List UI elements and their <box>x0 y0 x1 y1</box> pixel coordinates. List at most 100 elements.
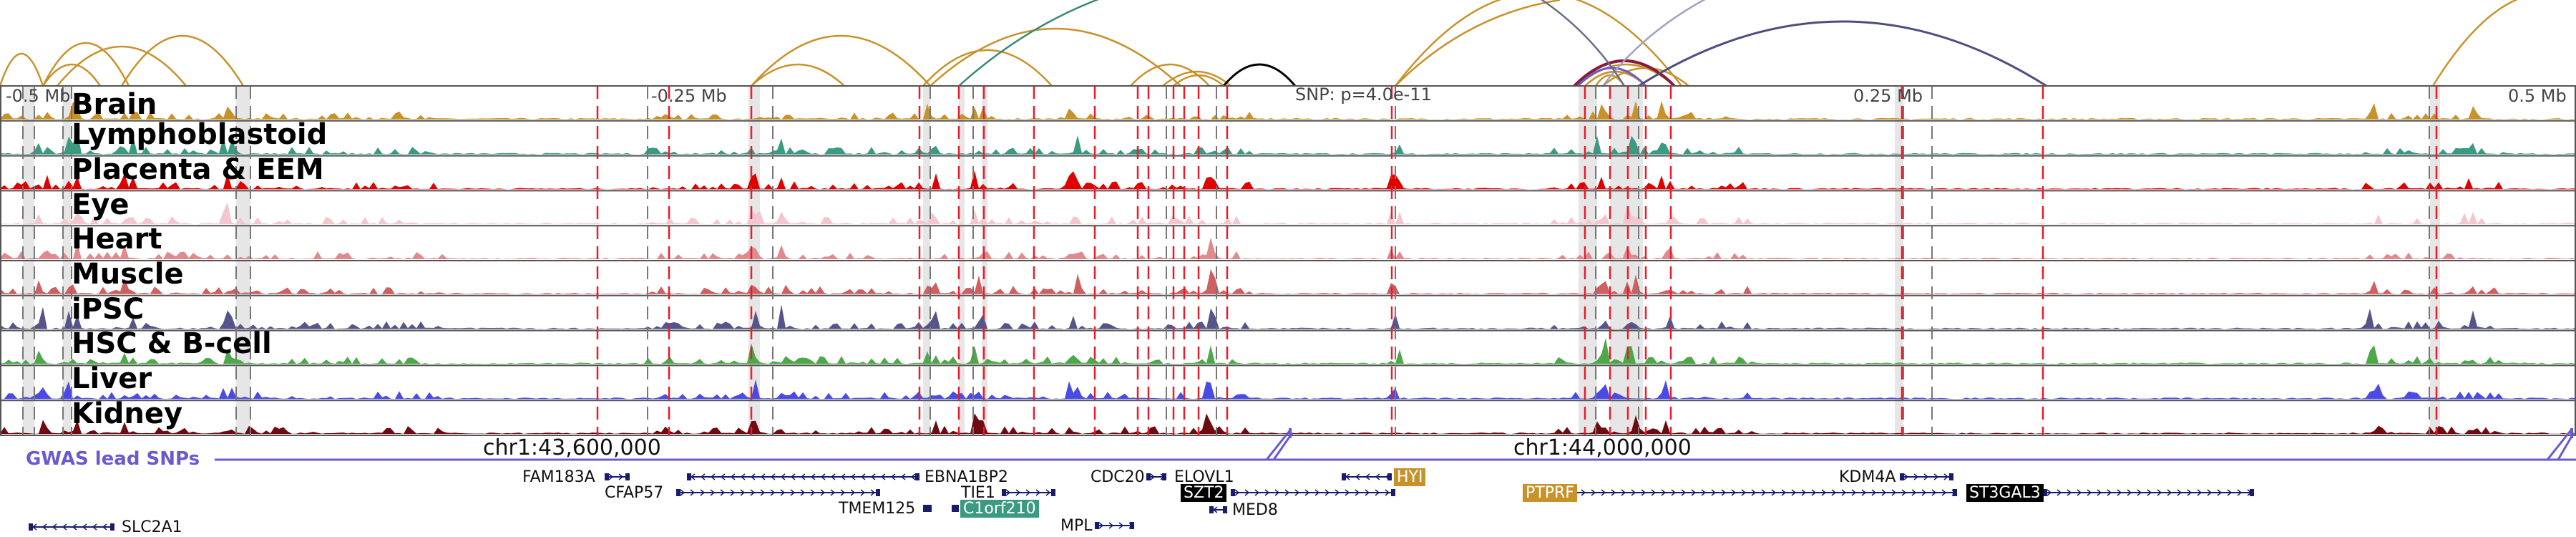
strand-arrow <box>710 489 716 496</box>
strand-arrow <box>608 473 614 480</box>
chrom-tick-label-1: chr1:43,600,000 <box>483 435 661 460</box>
chrom-tick-label-2: chr1:44,000,000 <box>1513 435 1692 460</box>
strand-arrow <box>780 473 786 480</box>
strand-arrow <box>900 473 906 480</box>
gene-annotations <box>29 473 2254 531</box>
ruler-label-minus-0-5: -0.5 Mb <box>6 86 71 106</box>
strand-arrow <box>740 473 746 480</box>
track-label-eye: Eye <box>72 188 130 221</box>
strand-arrow <box>1345 489 1350 496</box>
strand-arrow <box>92 523 97 531</box>
strand-arrow <box>1234 489 1240 496</box>
strand-arrow <box>82 523 87 531</box>
track-label-brain: Brain <box>72 88 157 121</box>
strand-arrow <box>1150 473 1156 480</box>
strand-arrow <box>1294 489 1300 496</box>
gene-label-ptprf: PTPRF <box>1523 484 1577 502</box>
gene-label-st3gal3: ST3GAL3 <box>1966 484 2044 502</box>
track-label-hsc: HSC & B-cell <box>72 327 272 360</box>
exon <box>876 489 880 496</box>
loop-arc-slate <box>1540 0 1626 87</box>
strand-arrow <box>1375 473 1380 480</box>
strand-arrow <box>1108 522 1114 529</box>
gene-label-slc2a1: SLC2A1 <box>122 518 182 536</box>
exon <box>1002 489 1006 496</box>
strand-arrow <box>1015 489 1021 496</box>
strand-arrow <box>720 473 726 480</box>
exon <box>1387 473 1392 480</box>
strand-arrow <box>850 473 856 480</box>
strand-arrow <box>1641 489 1646 496</box>
strand-arrow <box>1118 522 1124 529</box>
strand-arrow <box>1324 489 1330 496</box>
loop-arc <box>1173 74 1224 87</box>
strand-arrow <box>2237 489 2243 496</box>
strand-arrow <box>2117 489 2122 496</box>
strand-arrow <box>1631 489 1636 496</box>
strand-arrow <box>810 489 816 496</box>
exon <box>1146 473 1151 480</box>
exon <box>29 523 33 531</box>
exon <box>1953 489 1957 496</box>
strand-arrow <box>1621 489 1626 496</box>
exon <box>110 523 114 531</box>
exon <box>2250 489 2254 496</box>
gene-label-med8: MED8 <box>1232 501 1278 519</box>
strand-arrow <box>1651 489 1657 496</box>
strand-arrow <box>1355 489 1360 496</box>
strand-arrow <box>2087 489 2092 496</box>
signal-track-9 <box>0 413 2576 434</box>
track-label-kidney: Kidney <box>72 397 183 430</box>
loop-arc <box>751 63 845 87</box>
strand-arrow <box>870 489 876 496</box>
strand-arrow <box>2227 489 2233 496</box>
strand-arrow <box>1274 489 1280 496</box>
loop-arc-grey <box>1602 0 1706 87</box>
exon <box>927 505 932 512</box>
exon <box>1095 522 1099 529</box>
strand-arrow <box>1821 489 1827 496</box>
strand-arrow <box>750 473 756 480</box>
loop-arc-gold <box>1395 0 1561 87</box>
strand-arrow <box>860 473 866 480</box>
strand-arrow <box>1741 489 1747 496</box>
strand-arrow <box>1831 489 1837 496</box>
strand-arrow <box>1681 489 1687 496</box>
strand-arrow <box>700 473 706 480</box>
strand-arrow <box>890 473 896 480</box>
strand-arrow <box>1923 473 1929 480</box>
loop-arc-black <box>1222 63 1297 87</box>
exon <box>2043 489 2047 496</box>
loop-arc-navy <box>1638 20 2047 87</box>
gene-label-szt2: SZT2 <box>1181 484 1227 502</box>
strand-arrow <box>2137 489 2142 496</box>
strand-arrow <box>740 489 746 496</box>
exon <box>687 473 691 480</box>
strand-arrow <box>690 489 696 496</box>
strand-arrow <box>2217 489 2223 496</box>
strand-arrow <box>2097 489 2102 496</box>
strand-arrow <box>1098 522 1104 529</box>
strand-arrow <box>42 523 47 531</box>
strand-arrow <box>840 489 846 496</box>
strand-arrow <box>1811 489 1817 496</box>
strand-arrow <box>730 473 736 480</box>
strand-arrow <box>2127 489 2132 496</box>
strand-arrow <box>810 473 816 480</box>
strand-arrow <box>820 489 826 496</box>
strand-arrow <box>730 489 736 496</box>
signal-track-1 <box>0 130 2576 155</box>
strand-arrow <box>1244 489 1250 496</box>
strand-arrow <box>790 489 796 496</box>
loop-arc <box>2431 0 2519 87</box>
exon <box>1130 522 1134 529</box>
strand-arrow <box>1355 473 1360 480</box>
strand-arrow <box>820 473 826 480</box>
signal-track-3 <box>0 202 2576 225</box>
strand-arrow <box>680 489 686 496</box>
strand-arrow <box>1005 489 1011 496</box>
strand-arrow <box>780 489 786 496</box>
strand-arrow <box>62 523 67 531</box>
strand-arrow <box>1045 489 1051 496</box>
signal-tracks <box>0 101 2576 434</box>
